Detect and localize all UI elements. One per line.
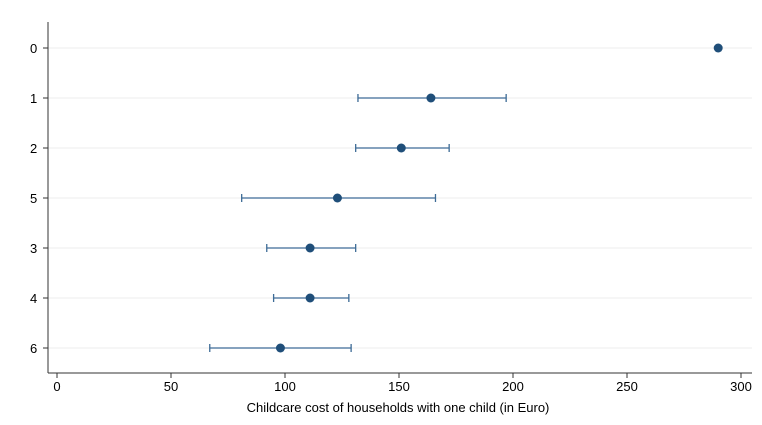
x-tick-label-100: 100	[274, 379, 296, 394]
axes	[43, 22, 752, 378]
y-tick-label-3: 3	[30, 241, 37, 256]
point-estimates	[275, 43, 723, 353]
y-tick-label-1: 1	[30, 91, 37, 106]
y-tick-label-0: 0	[30, 41, 37, 56]
x-tick-label-250: 250	[616, 379, 638, 394]
x-tick-label-0: 0	[53, 379, 60, 394]
point-5	[332, 193, 342, 203]
point-3	[305, 243, 315, 253]
point-1	[426, 93, 436, 103]
point-2	[396, 143, 406, 153]
x-tick-label-150: 150	[388, 379, 410, 394]
y-tick-label-5: 5	[30, 191, 37, 206]
x-tick-label-200: 200	[502, 379, 524, 394]
point-4	[305, 293, 315, 303]
x-tick-label-50: 50	[164, 379, 178, 394]
y-tick-label-2: 2	[30, 141, 37, 156]
y-tick-label-4: 4	[30, 291, 37, 306]
tick-labels: 0 1 2 5 3 4 6 0 50 100 150 200 250 300	[30, 41, 752, 394]
point-6	[275, 343, 285, 353]
x-tick-label-300: 300	[730, 379, 752, 394]
x-axis-title: Childcare cost of households with one ch…	[247, 400, 550, 415]
point-0	[713, 43, 723, 53]
y-tick-label-6: 6	[30, 341, 37, 356]
